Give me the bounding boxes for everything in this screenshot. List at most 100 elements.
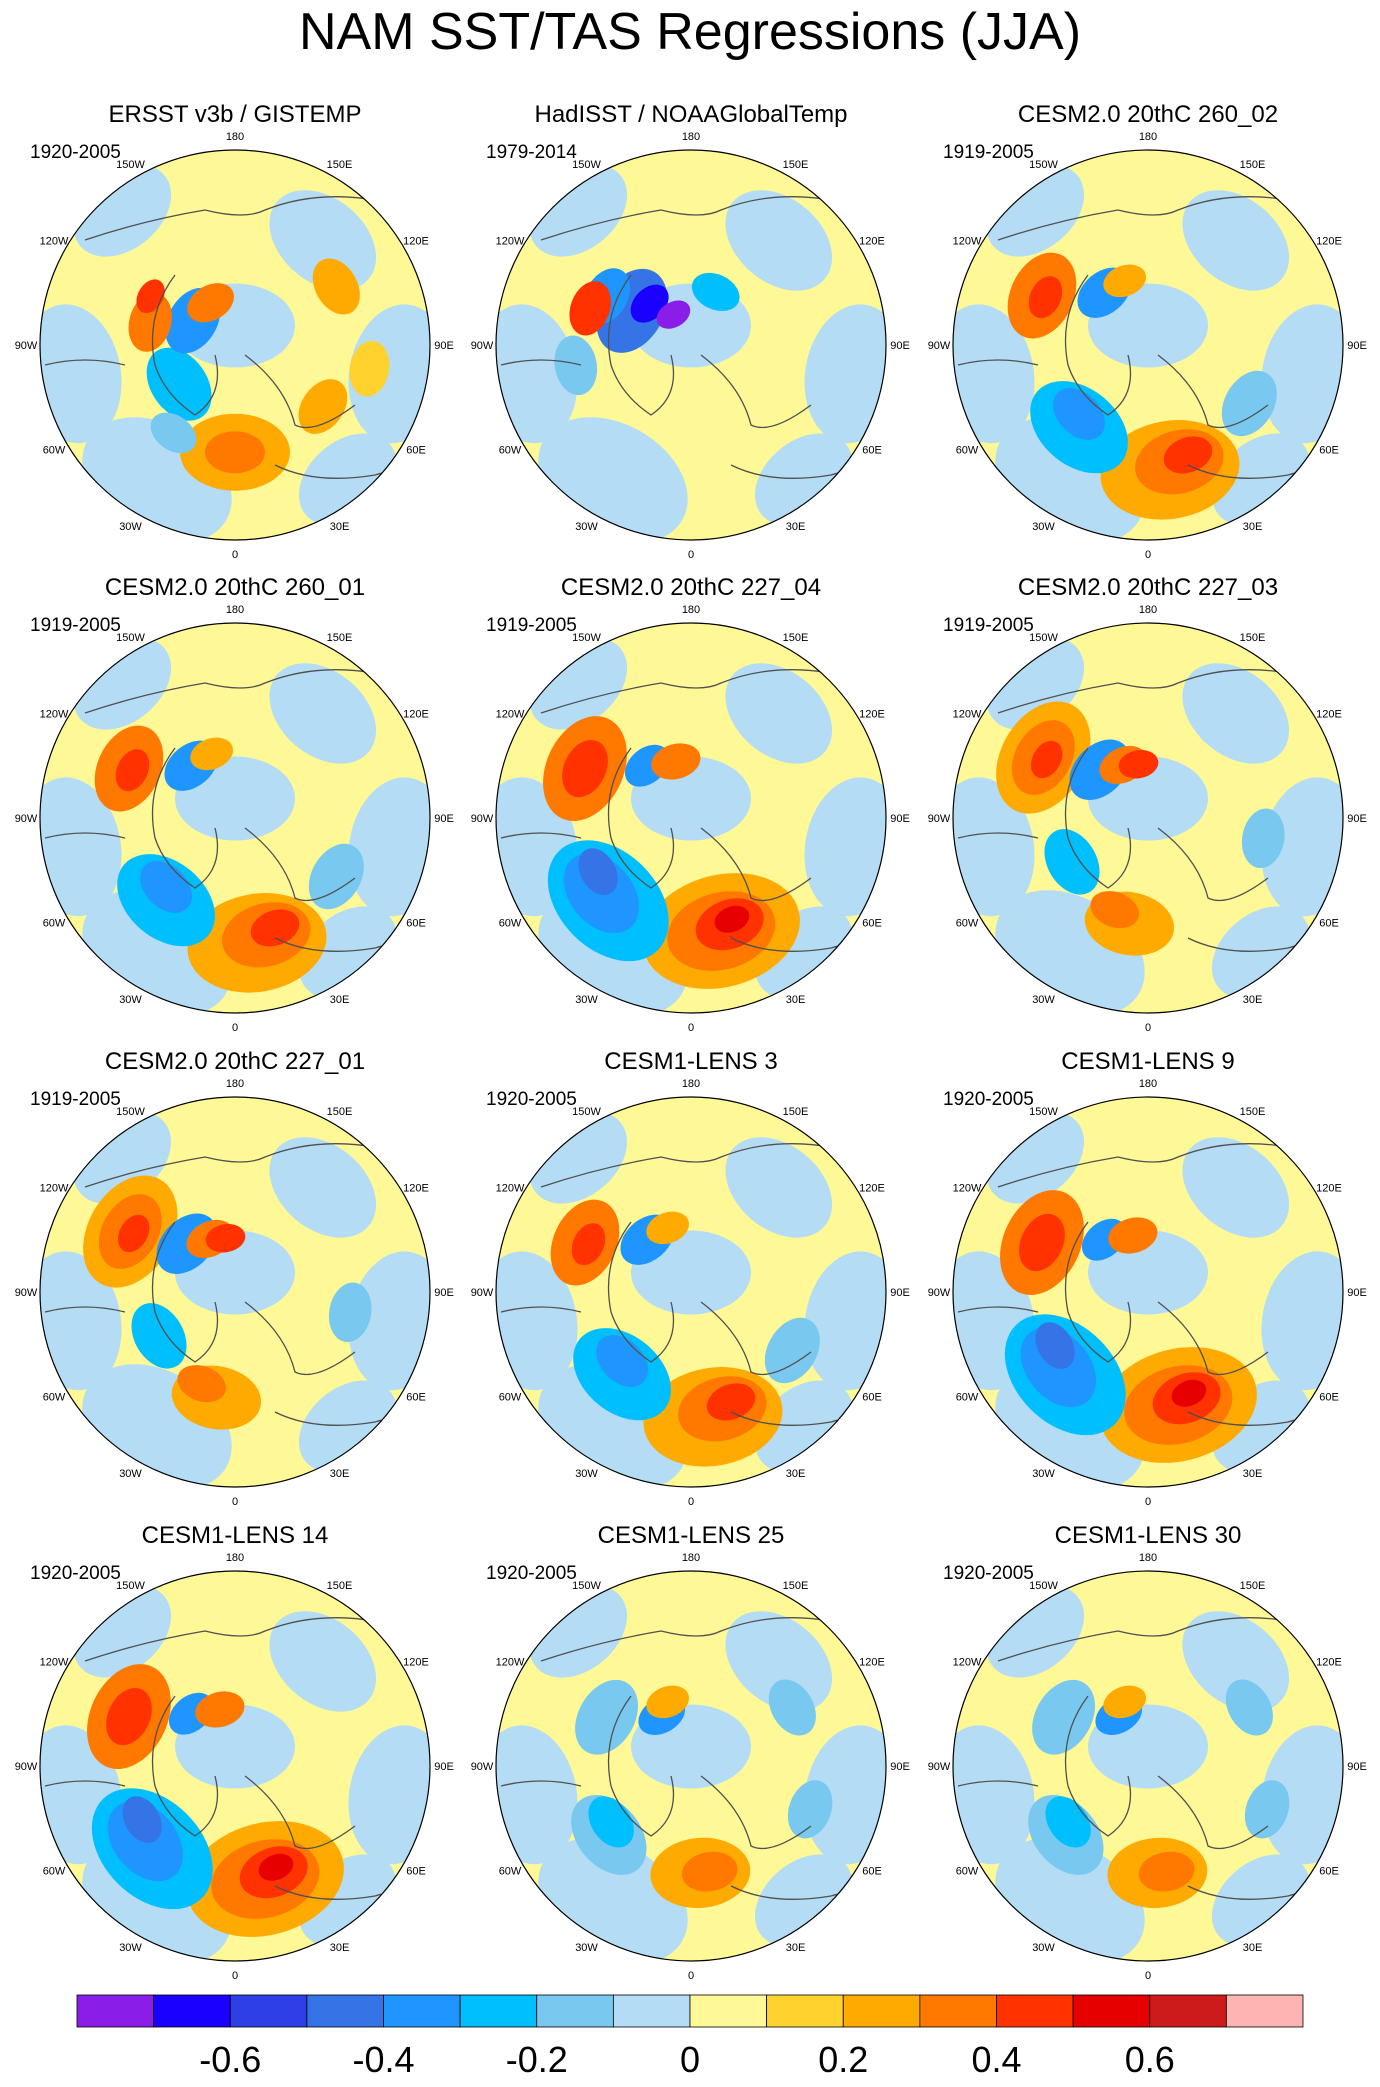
- coastline: [151, 274, 219, 416]
- longitude-label: 90W: [928, 813, 951, 825]
- anomaly-blob: [298, 379, 348, 434]
- colorbar-swatch: [383, 1994, 461, 2028]
- anomaly-blob: [1182, 1611, 1290, 1712]
- map-boundary: [495, 622, 887, 1014]
- colorbar: -0.6 -0.4 -0.2 0 0.2 0.4 0.6: [76, 1994, 1304, 2080]
- colorbar-swatch: [229, 1994, 308, 2028]
- longitude-label: 120E: [403, 1657, 429, 1669]
- anomaly-blob: [205, 431, 265, 474]
- anomaly-blob: [554, 335, 598, 396]
- longitude-label: 60W: [956, 1392, 979, 1404]
- coastline: [44, 1306, 126, 1313]
- longitude-label: 180: [682, 131, 700, 143]
- map-field: [40, 150, 430, 540]
- anomaly-blob: [578, 848, 618, 895]
- longitude-label: 60E: [862, 918, 882, 930]
- longitude-label: 120W: [953, 236, 982, 248]
- longitude-label: 150W: [572, 159, 601, 171]
- coastline: [700, 354, 812, 429]
- longitude-label: 60E: [406, 1392, 426, 1404]
- longitude-label: 150E: [783, 1580, 809, 1592]
- colorbar-label: -0.6: [199, 2039, 261, 2080]
- longitude-label: 0: [232, 1970, 238, 1980]
- anomaly-blob: [1032, 1679, 1095, 1755]
- map-boundary: [39, 1096, 431, 1488]
- panel-years: 1920-2005: [30, 1563, 121, 1584]
- anomaly-blob: [269, 1137, 377, 1238]
- coastline: [607, 1221, 675, 1363]
- anomaly-blob: [312, 258, 360, 315]
- anomaly-blob: [131, 1303, 187, 1369]
- longitude-label: 60W: [43, 1866, 66, 1878]
- longitude-label: 30E: [330, 1942, 350, 1954]
- longitude-label: 120W: [953, 1657, 982, 1669]
- colorbar-swatch: [919, 1994, 997, 2028]
- longitude-label: 60W: [956, 445, 979, 457]
- anomaly-blob: [569, 281, 611, 336]
- panel-years: 1919-2005: [486, 615, 577, 636]
- coastline: [500, 1306, 582, 1313]
- map-field: [953, 150, 1343, 540]
- longitude-label: 30W: [1032, 1468, 1055, 1480]
- longitude-label: 30W: [1032, 521, 1055, 533]
- coastline: [607, 274, 675, 416]
- panel-title: CESM1-LENS 9: [1061, 1048, 1234, 1075]
- longitude-label: 30W: [1032, 994, 1055, 1006]
- coastline: [44, 1780, 126, 1787]
- anomaly-blob: [1182, 190, 1290, 291]
- anomaly-blob: [349, 340, 390, 397]
- coastline: [84, 669, 376, 714]
- longitude-label: 0: [1145, 1970, 1151, 1980]
- panel-title: CESM2.0 20thC 260_02: [1018, 101, 1278, 128]
- panel-title: HadISST / NOAAGlobalTemp: [534, 101, 847, 128]
- coastline: [1157, 827, 1269, 902]
- longitude-label: 120E: [859, 1657, 885, 1669]
- anomaly-blob: [1053, 388, 1105, 440]
- anomaly-blob: [308, 843, 364, 910]
- longitude-label: 90E: [1347, 1287, 1367, 1299]
- longitude-label: 30E: [1243, 994, 1263, 1006]
- anomaly-blob: [1244, 1780, 1290, 1839]
- coastline: [1064, 747, 1132, 889]
- longitude-label: 90W: [928, 1287, 951, 1299]
- anomaly-blob: [1163, 436, 1213, 474]
- anomaly-blob: [140, 861, 192, 913]
- longitude-label: 90W: [15, 813, 38, 825]
- longitude-label: 60E: [1319, 1866, 1339, 1878]
- longitude-label: 150E: [327, 632, 353, 644]
- coastline: [540, 1617, 832, 1662]
- coastline: [957, 1780, 1039, 1787]
- coastline: [1064, 274, 1132, 416]
- longitude-label: 150E: [783, 632, 809, 644]
- longitude-label: 60W: [43, 1392, 66, 1404]
- longitude-label: 120W: [496, 709, 525, 721]
- panel-years: 1919-2005: [30, 1089, 121, 1110]
- anomaly-blob: [764, 1317, 820, 1384]
- map-field: [496, 1097, 886, 1487]
- longitude-label: 120E: [403, 236, 429, 248]
- anomaly-blob: [328, 1282, 372, 1343]
- anomaly-blob: [1028, 276, 1063, 319]
- panel-years: 1979-2014: [486, 142, 577, 163]
- longitude-label: 180: [226, 131, 244, 143]
- longitude-label: 90E: [434, 1287, 454, 1299]
- coastline: [84, 1617, 376, 1662]
- longitude-label: 150W: [572, 1580, 601, 1592]
- longitude-label: 120E: [859, 1183, 885, 1195]
- longitude-label: 90E: [1347, 813, 1367, 825]
- panel-years: 1919-2005: [943, 142, 1034, 163]
- longitude-label: 90W: [15, 1761, 38, 1773]
- longitude-label: 150E: [1240, 1106, 1266, 1118]
- longitude-label: 180: [226, 1078, 244, 1090]
- map-field: [496, 150, 886, 540]
- longitude-label: 120W: [40, 1657, 69, 1669]
- map-panel: CESM2.0 20thC 260_02 1919-2005 180 150E 120E…: [928, 101, 1367, 561]
- anomaly-blob: [1030, 740, 1063, 779]
- colorbar-label: -0.4: [352, 2039, 414, 2080]
- longitude-label: 180: [1139, 131, 1157, 143]
- anomaly-blob: [575, 1679, 638, 1755]
- longitude-label: 120W: [40, 1183, 69, 1195]
- longitude-label: 120E: [1316, 709, 1342, 721]
- panel-years: 1920-2005: [486, 1563, 577, 1584]
- map-boundary: [39, 1570, 431, 1962]
